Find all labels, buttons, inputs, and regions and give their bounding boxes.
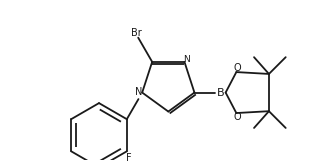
Text: B: B	[217, 88, 224, 98]
Text: Br: Br	[131, 28, 142, 38]
Text: O: O	[233, 112, 241, 122]
Text: N: N	[183, 55, 190, 64]
Text: F: F	[126, 153, 132, 163]
Text: O: O	[233, 63, 241, 73]
Text: N: N	[135, 87, 142, 97]
